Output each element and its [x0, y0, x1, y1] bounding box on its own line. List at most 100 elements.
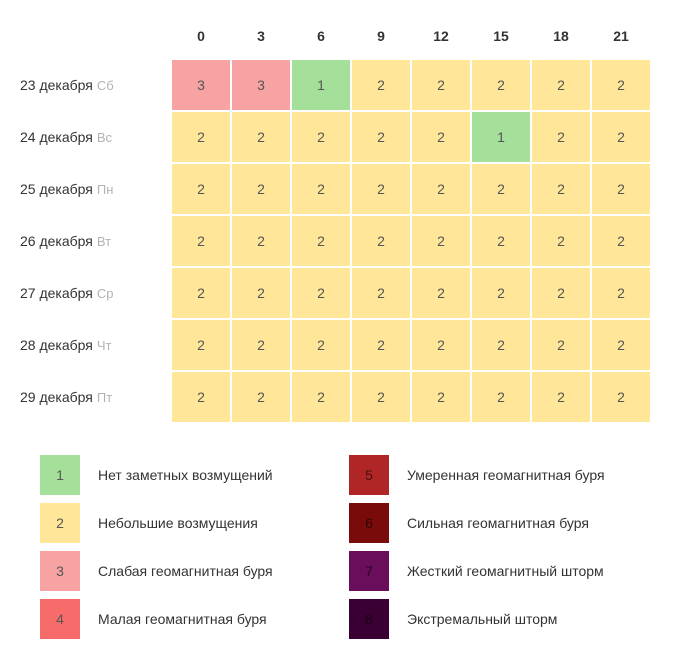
legend-label: Умеренная геомагнитная буря — [407, 467, 605, 483]
hour-header: 21 — [592, 20, 650, 58]
heatmap-cell: 2 — [532, 372, 590, 422]
legend-label: Сильная геомагнитная буря — [407, 515, 589, 531]
legend-swatch: 2 — [40, 503, 80, 543]
heatmap-cell: 2 — [592, 320, 650, 370]
heatmap-cell: 3 — [232, 60, 290, 110]
heatmap-cell: 2 — [232, 216, 290, 266]
heatmap-cell: 2 — [172, 320, 230, 370]
row-weekday: Чт — [97, 338, 112, 353]
hour-header: 3 — [232, 20, 290, 58]
heatmap-cell: 2 — [532, 320, 590, 370]
heatmap-cell: 1 — [292, 60, 350, 110]
row-weekday: Пт — [97, 390, 112, 405]
heatmap-cell: 2 — [172, 372, 230, 422]
row-label: 26 декабря Вт — [20, 216, 170, 266]
heatmap-cell: 2 — [292, 164, 350, 214]
heatmap-cell: 2 — [232, 268, 290, 318]
heatmap-cell: 2 — [412, 60, 470, 110]
heatmap-cell: 2 — [472, 60, 530, 110]
legend-item: 7Жесткий геомагнитный шторм — [349, 548, 638, 594]
heatmap-cell: 2 — [292, 112, 350, 162]
legend-label: Слабая геомагнитная буря — [98, 563, 273, 579]
row-date: 24 декабря — [20, 129, 93, 145]
row-date: 28 декабря — [20, 337, 93, 353]
hour-header: 6 — [292, 20, 350, 58]
heatmap-cell: 2 — [352, 320, 410, 370]
heatmap-cell: 2 — [352, 372, 410, 422]
row-label: 28 декабря Чт — [20, 320, 170, 370]
row-date: 29 декабря — [20, 389, 93, 405]
legend-swatch: 7 — [349, 551, 389, 591]
row-label: 24 декабря Вс — [20, 112, 170, 162]
heatmap-cell: 2 — [292, 268, 350, 318]
heatmap-cell: 2 — [592, 372, 650, 422]
row-weekday: Ср — [97, 286, 114, 301]
heatmap-cell: 2 — [412, 112, 470, 162]
row-date: 27 декабря — [20, 285, 93, 301]
heatmap-cell: 2 — [172, 164, 230, 214]
heatmap-cell: 2 — [412, 216, 470, 266]
heatmap-cell: 2 — [472, 372, 530, 422]
legend-item: 4 Малая геомагнитная буря — [40, 596, 329, 642]
legend-swatch: 3 — [40, 551, 80, 591]
heatmap-cell: 2 — [592, 60, 650, 110]
row-weekday: Пн — [97, 182, 114, 197]
heatmap-cell: 2 — [412, 320, 470, 370]
heatmap-cell: 1 — [472, 112, 530, 162]
heatmap-cell: 2 — [292, 216, 350, 266]
legend-label: Небольшие возмущения — [98, 515, 258, 531]
heatmap-cell: 2 — [592, 164, 650, 214]
legend-item: 8Экстремальный шторм — [349, 596, 638, 642]
legend-label: Нет заметных возмущений — [98, 467, 273, 483]
heatmap-cell: 2 — [232, 372, 290, 422]
heatmap-cell: 2 — [292, 320, 350, 370]
legend-item: 5 Умеренная геомагнитная буря — [349, 452, 638, 498]
heatmap-cell: 2 — [172, 268, 230, 318]
heatmap-cell: 2 — [172, 216, 230, 266]
heatmap-cell: 2 — [592, 216, 650, 266]
heatmap-cell: 2 — [352, 60, 410, 110]
heatmap-cell: 2 — [592, 268, 650, 318]
heatmap-cell: 2 — [472, 268, 530, 318]
heatmap-cell: 2 — [352, 112, 410, 162]
heatmap-cell: 2 — [172, 112, 230, 162]
legend-swatch: 6 — [349, 503, 389, 543]
hour-header: 0 — [172, 20, 230, 58]
row-weekday: Вт — [97, 234, 111, 249]
heatmap-cell: 2 — [472, 216, 530, 266]
geomagnetic-heatmap: 03691215182123 декабряСб3312222224 декаб… — [20, 20, 658, 422]
heatmap-cell: 2 — [412, 164, 470, 214]
heatmap-cell: 2 — [232, 112, 290, 162]
legend-item: 2 Небольшие возмущения — [40, 500, 329, 546]
row-date: 23 декабря — [20, 77, 93, 93]
header-spacer — [20, 20, 170, 58]
legend-label: Экстремальный шторм — [407, 611, 557, 627]
legend: 1Нет заметных возмущений 5 Умеренная геома… — [20, 452, 658, 642]
heatmap-cell: 2 — [412, 268, 470, 318]
heatmap-cell: 3 — [172, 60, 230, 110]
heatmap-cell: 2 — [532, 164, 590, 214]
heatmap-cell: 2 — [232, 320, 290, 370]
hour-header: 12 — [412, 20, 470, 58]
hour-header: 15 — [472, 20, 530, 58]
legend-swatch: 4 — [40, 599, 80, 639]
hour-header: 9 — [352, 20, 410, 58]
legend-item: 6 Сильная геомагнитная буря — [349, 500, 638, 546]
heatmap-cell: 2 — [352, 268, 410, 318]
legend-item: 1Нет заметных возмущений — [40, 452, 329, 498]
row-label: 25 декабря Пн — [20, 164, 170, 214]
row-label: 23 декабря Сб — [20, 60, 170, 110]
legend-item: 3 Слабая геомагнитная буря — [40, 548, 329, 594]
row-date: 26 декабря — [20, 233, 93, 249]
row-weekday: Вс — [97, 130, 112, 145]
row-label: 29 декабря Пт — [20, 372, 170, 422]
heatmap-cell: 2 — [532, 216, 590, 266]
row-date: 25 декабря — [20, 181, 93, 197]
heatmap-cell: 2 — [532, 60, 590, 110]
legend-swatch: 5 — [349, 455, 389, 495]
row-weekday: Сб — [97, 78, 114, 93]
heatmap-cell: 2 — [232, 164, 290, 214]
legend-label: Малая геомагнитная буря — [98, 611, 267, 627]
row-label: 27 декабря Ср — [20, 268, 170, 318]
heatmap-cell: 2 — [472, 320, 530, 370]
